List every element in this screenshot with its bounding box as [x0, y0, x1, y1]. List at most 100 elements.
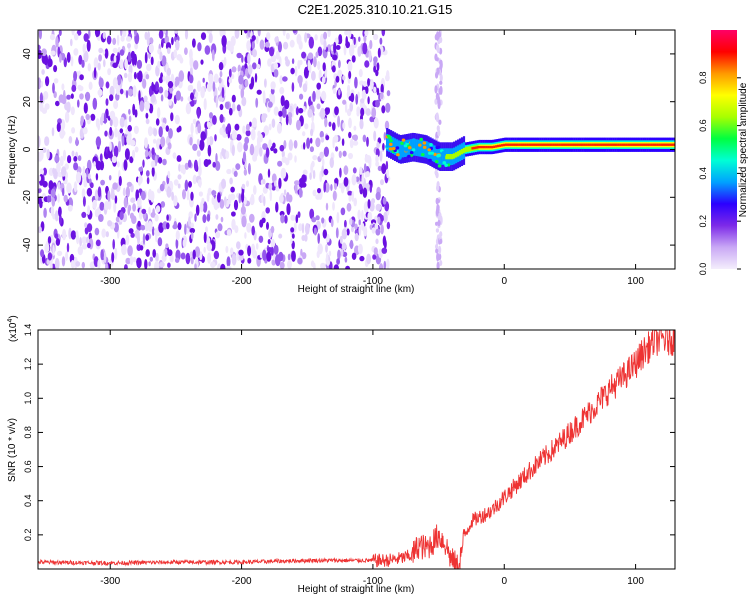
- noise-blob: [190, 92, 194, 101]
- noise-blob: [197, 179, 202, 188]
- signal-body: [441, 148, 444, 165]
- noise-blob: [347, 190, 353, 196]
- noise-blob: [145, 170, 150, 177]
- signal-body: [397, 140, 401, 158]
- noise-blob: [249, 83, 254, 90]
- noise-blob: [245, 129, 251, 137]
- noise-blob: [284, 56, 289, 62]
- snr-y-tick-label: 0.6: [23, 460, 33, 473]
- noise-blob: [223, 56, 227, 66]
- noise-blob: [337, 69, 343, 79]
- noise-blob: [177, 183, 181, 189]
- noise-blob: [180, 252, 186, 260]
- noise-blob: [349, 138, 354, 149]
- noise-blob: [254, 73, 258, 83]
- noise-blob: [175, 90, 181, 101]
- noise-blob: [297, 59, 301, 70]
- noise-blob: [217, 223, 223, 232]
- noise-blob: [157, 107, 161, 119]
- snr-scale-suffix: ): [8, 315, 19, 318]
- noise-blob: [273, 148, 278, 154]
- noise-blob: [144, 149, 149, 158]
- noise-blob: [151, 166, 155, 177]
- noise-blob: [151, 226, 155, 236]
- noise-blob: [152, 138, 157, 144]
- noise-blob: [211, 190, 217, 196]
- noise-blob: [296, 33, 302, 45]
- noise-blob: [184, 30, 189, 40]
- noise-blob: [364, 30, 369, 37]
- noise-blob: [278, 110, 283, 117]
- noise-blob: [89, 182, 94, 189]
- noise-blob: [71, 150, 75, 157]
- noise-blob: [435, 207, 439, 217]
- signal-speckle: [387, 134, 391, 138]
- noise-blob: [385, 102, 391, 113]
- noise-blob: [291, 250, 296, 262]
- noise-blob: [298, 223, 303, 232]
- signal-peak: [473, 146, 476, 150]
- noise-blob: [187, 85, 192, 92]
- noise-blob: [317, 233, 321, 244]
- noise-blob: [321, 158, 325, 167]
- noise-blob: [435, 228, 439, 233]
- noise-blob: [268, 123, 272, 131]
- noise-blob: [367, 199, 371, 209]
- noise-blob: [349, 239, 354, 250]
- snr-x-label: Height of straight line (km): [298, 584, 415, 595]
- noise-blob: [320, 136, 325, 143]
- signal-speckle: [408, 146, 412, 150]
- noise-blob: [221, 178, 226, 189]
- noise-blob: [277, 41, 282, 53]
- noise-blob: [241, 96, 247, 107]
- signal-peak: [646, 143, 649, 146]
- noise-blob: [436, 67, 440, 75]
- spectrogram-x-tick-label: -300: [100, 276, 120, 287]
- signal-peak: [506, 143, 510, 146]
- noise-blob: [148, 150, 152, 158]
- signal-peak: [501, 144, 504, 147]
- noise-blob: [315, 194, 321, 200]
- noise-blob: [107, 190, 111, 202]
- noise-blob: [247, 53, 251, 65]
- signal-peak: [607, 143, 610, 146]
- noise-blob: [238, 74, 244, 85]
- noise-blob: [298, 77, 303, 88]
- noise-blob: [62, 187, 65, 197]
- noise-blob: [324, 68, 328, 79]
- signal-body: [411, 138, 414, 156]
- noise-blob: [277, 160, 283, 167]
- noise-blob: [198, 158, 202, 170]
- signal-peak: [585, 143, 588, 146]
- noise-blob: [332, 201, 335, 211]
- noise-blob: [243, 168, 248, 176]
- noise-blob: [351, 55, 356, 63]
- signal-peak: [672, 143, 675, 146]
- noise-blob: [231, 129, 238, 141]
- snr-y-tick-label: 0.8: [23, 426, 33, 439]
- noise-blob: [158, 222, 164, 233]
- noise-blob: [225, 126, 229, 135]
- noise-blob: [319, 130, 324, 139]
- noise-blob: [44, 243, 50, 253]
- noise-blob: [436, 44, 440, 52]
- noise-blob: [280, 167, 287, 179]
- signal-peak: [497, 144, 500, 148]
- noise-blob: [184, 162, 189, 170]
- noise-blob: [231, 94, 236, 103]
- noise-blob: [221, 148, 225, 157]
- noise-blob: [196, 138, 200, 146]
- noise-blob: [66, 52, 71, 63]
- spectrogram-x-tick-label: 100: [627, 276, 644, 287]
- noise-blob: [332, 54, 338, 61]
- noise-blob: [381, 247, 388, 254]
- noise-blob: [273, 244, 279, 255]
- noise-blob: [225, 245, 229, 254]
- noise-blob: [342, 122, 346, 130]
- noise-blob: [311, 217, 317, 223]
- signal-peak: [548, 143, 551, 146]
- signal-speckle: [405, 139, 410, 144]
- noise-blob: [142, 159, 145, 168]
- signal-peak: [627, 143, 630, 146]
- noise-blob: [439, 73, 443, 82]
